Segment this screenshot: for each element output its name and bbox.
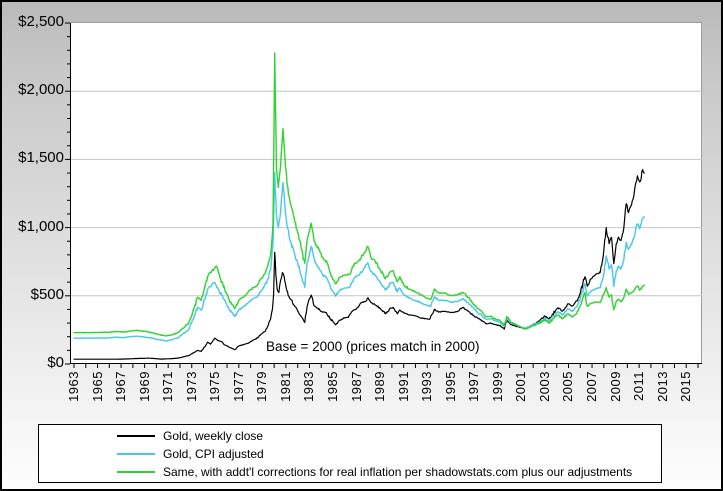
legend-item: Gold, CPI adjusted [117, 445, 661, 463]
y-axis-label: $500 [30, 285, 64, 303]
x-axis-label: 2009 [607, 371, 623, 402]
x-axis-label: 1985 [325, 371, 341, 402]
legend-item-label: Gold, CPI adjusted [163, 446, 264, 461]
x-axis-label: 1977 [230, 371, 246, 402]
x-axis-label: 1995 [442, 371, 458, 402]
x-axis-label: 1967 [113, 371, 129, 402]
x-axis-label: 1965 [89, 371, 105, 402]
x-axis-label: 2013 [654, 371, 670, 402]
x-axis-label: 2015 [678, 371, 694, 402]
x-axis-label: 1981 [277, 371, 293, 402]
x-axis-label: 2005 [560, 371, 576, 402]
y-axis-label: $1,500 [18, 149, 64, 167]
y-axis-label: $2,000 [18, 81, 64, 99]
legend-swatch-line [117, 452, 155, 455]
x-axis-label: 2001 [513, 371, 529, 402]
x-axis-label: 1969 [136, 371, 152, 402]
series-line-0 [73, 169, 645, 360]
series-line-2 [73, 52, 646, 337]
x-axis-label: 1987 [348, 371, 364, 402]
x-axis-label: 1993 [419, 371, 435, 402]
chart-canvas [65, 22, 702, 368]
legend-swatch-line [117, 434, 155, 437]
legend-item: Same, with addt'l corrections for real i… [117, 463, 661, 481]
series-line-1 [73, 172, 646, 342]
x-axis-label: 2003 [536, 371, 552, 402]
legend: Gold, weekly close Gold, CPI adjusted Same… [38, 424, 662, 483]
x-axis-label: 1997 [466, 371, 482, 402]
legend-item-label: Gold, weekly close [163, 428, 264, 443]
x-axis-label: 1989 [372, 371, 388, 402]
base-year-annotation: Base = 2000 (prices match in 2000) [266, 339, 480, 354]
y-axis-label: $0 [47, 354, 64, 371]
x-axis-label: 1999 [489, 371, 505, 402]
x-axis-label: 2011 [631, 371, 647, 401]
legend-item: Gold, weekly close [117, 427, 661, 445]
y-axis-label: $1,000 [18, 217, 64, 235]
y-axis-label: $2,500 [18, 13, 64, 30]
x-axis-label: 1975 [207, 371, 223, 402]
x-axis-label: 1963 [66, 371, 81, 402]
legend-swatch-line [117, 470, 155, 473]
x-axis-label: 2007 [584, 371, 600, 402]
chart-plot-area: Base = 2000 (prices match in 2000) [65, 22, 702, 368]
legend-item-label: Same, with addt'l corrections for real i… [163, 464, 633, 479]
x-axis-label: 1983 [301, 371, 317, 402]
x-axis-label: 1979 [254, 371, 270, 402]
x-axis-label: 1991 [395, 371, 411, 402]
x-axis-label: 1973 [183, 371, 199, 402]
x-axis-label: 1971 [160, 371, 176, 402]
